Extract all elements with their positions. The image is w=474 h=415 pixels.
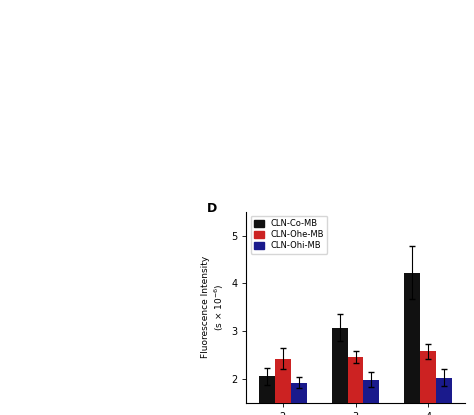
Y-axis label: Fluorescence Intensity
(s × 10$^{-6}$): Fluorescence Intensity (s × 10$^{-6}$) [201,256,226,358]
Legend: CLN-Co-MB, CLN-Ohe-MB, CLN-Ohi-MB: CLN-Co-MB, CLN-Ohe-MB, CLN-Ohi-MB [251,216,328,254]
Bar [436,378,452,415]
Bar [331,327,347,415]
Bar [275,359,291,415]
Bar [420,352,436,415]
Bar [291,383,307,415]
Bar [259,376,275,415]
Text: D: D [207,202,218,215]
Bar [347,357,364,415]
Bar [364,380,380,415]
Bar [404,273,420,415]
